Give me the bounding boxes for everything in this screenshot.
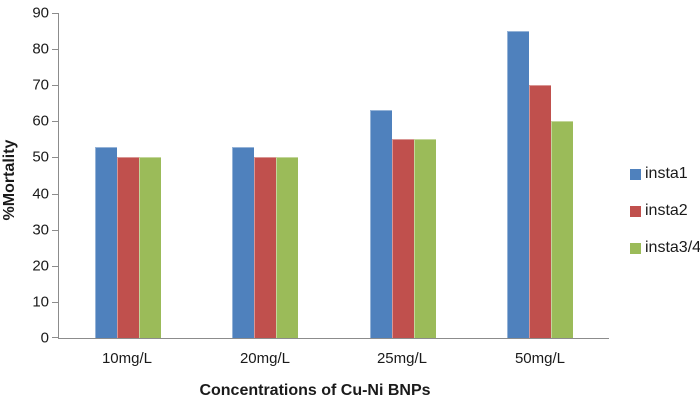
x-axis-title: Concentrations of Cu-Ni BNPs: [199, 382, 431, 399]
x-axis-category-label: 10mg/L: [101, 350, 153, 367]
y-axis-tick: [52, 157, 58, 158]
bar-insta2-20mgL: [254, 157, 276, 338]
y-axis-tick: [52, 266, 58, 267]
y-axis-tick: [52, 121, 58, 122]
y-axis-tick-label: 80: [32, 40, 49, 58]
legend-entry: insta2: [630, 201, 700, 221]
y-axis-tick-label: 90: [32, 4, 49, 22]
y-axis-tick: [52, 85, 58, 86]
y-axis-tick-label: 70: [32, 76, 49, 94]
legend-entry: insta1: [630, 164, 700, 184]
x-axis-category-label: 50mg/L: [514, 350, 566, 367]
bar-insta1-50mgL: [507, 31, 529, 338]
y-axis-tick: [52, 13, 58, 14]
y-axis-tick: [52, 337, 58, 338]
x-axis-category-label: 20mg/L: [239, 350, 291, 367]
y-axis-tick: [52, 302, 58, 303]
y-axis-tick: [52, 230, 58, 231]
legend-swatch-icon: [630, 205, 641, 217]
y-axis-tick-label: 40: [32, 185, 49, 203]
legend-label: insta1: [645, 165, 688, 182]
y-axis-tick-label: 10: [32, 293, 49, 311]
y-axis-tick-label: 30: [32, 221, 49, 239]
legend-entry: insta3/4: [630, 238, 700, 258]
y-axis-tick-label: 60: [32, 112, 49, 130]
y-axis-tick-label: 20: [32, 257, 49, 275]
y-axis-title: %Mortality: [1, 139, 18, 221]
plot-area: 0 10 20 30 40 50 60 70 80 90: [32, 5, 609, 347]
bar-insta34-10mgL: [139, 157, 161, 338]
y-axis-tick-label: 50: [32, 148, 49, 166]
y-axis-tick-label: 0: [40, 329, 49, 347]
legend-label: insta2: [645, 202, 688, 219]
legend: insta1 insta2 insta3/4: [630, 164, 700, 275]
x-axis-category-label: 25mg/L: [376, 350, 428, 367]
bar-insta34-50mgL: [551, 121, 573, 338]
bar-insta1-10mgL: [95, 147, 117, 338]
bar-insta34-25mgL: [414, 139, 436, 338]
bar-insta2-50mgL: [529, 85, 551, 338]
bar-insta34-20mgL: [276, 157, 298, 338]
legend-label: insta3/4: [645, 239, 700, 256]
y-axis-tick: [52, 194, 58, 195]
legend-swatch-icon: [630, 168, 641, 180]
legend-swatch-icon: [630, 242, 641, 254]
bar-insta2-10mgL: [117, 157, 139, 338]
y-axis-tick: [52, 49, 58, 50]
bar-insta2-25mgL: [392, 139, 414, 338]
bar-insta1-25mgL: [370, 110, 392, 338]
bar-insta1-20mgL: [232, 147, 254, 338]
